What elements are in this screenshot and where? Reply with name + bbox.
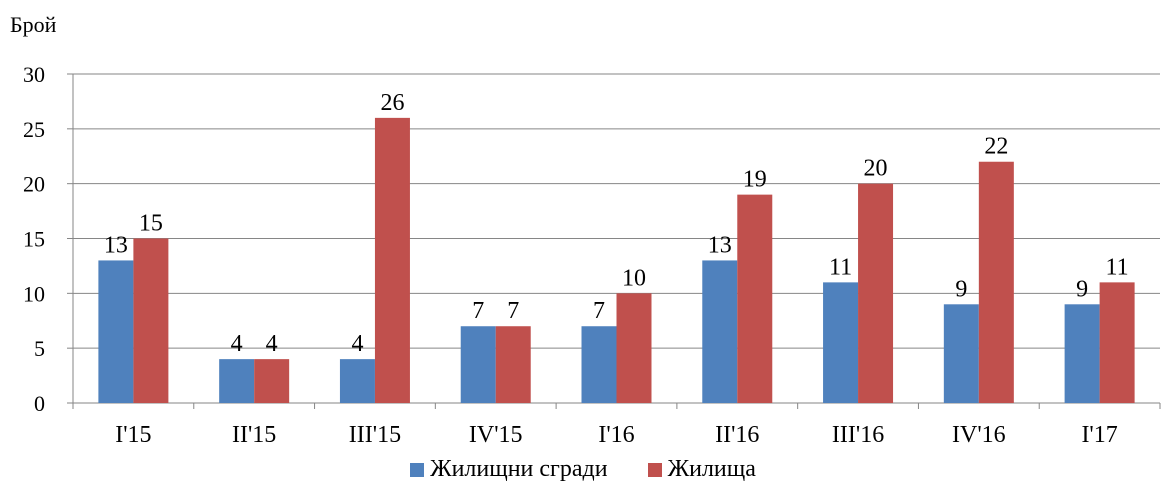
bar-series-0-2 [339, 359, 375, 403]
bar-series-1-5 [737, 194, 773, 403]
data-label-series-1-8: 11 [1106, 254, 1129, 280]
bar-series-1-3 [495, 326, 531, 403]
x-tick-label-3: IV'15 [469, 422, 523, 448]
y-tick-label-25: 25 [23, 117, 45, 142]
legend-item-series-1: Жилища [647, 456, 756, 483]
x-tick-label-1: II'15 [232, 422, 276, 448]
data-label-series-0-8: 9 [1076, 276, 1088, 302]
bar-series-1-1 [254, 359, 290, 403]
y-tick-label-5: 5 [34, 336, 45, 361]
bar-series-1-8 [1099, 282, 1135, 403]
y-tick-label-0: 0 [34, 391, 45, 416]
data-label-series-1-3: 7 [507, 298, 519, 324]
bar-series-0-0 [98, 260, 134, 403]
data-label-series-0-6: 11 [829, 254, 852, 280]
x-tick-label-5: II'16 [715, 422, 759, 448]
legend-swatch-series-0 [410, 462, 425, 477]
data-label-series-0-3: 7 [472, 298, 484, 324]
data-label-series-1-1: 4 [266, 331, 278, 357]
bar-series-1-2 [374, 117, 410, 403]
legend-label-series-0: Жилищни сгради [430, 456, 608, 482]
x-tick-label-4: I'16 [598, 422, 634, 448]
data-label-series-1-5: 19 [743, 167, 767, 193]
legend: Жилищни сгради Жилища [0, 456, 1166, 483]
legend-item-series-0: Жилищни сгради [410, 456, 608, 483]
bar-series-0-8 [1064, 304, 1100, 403]
y-axis-title: Брой [10, 12, 57, 37]
legend-swatch-series-1 [647, 462, 662, 477]
x-tick-label-2: III'15 [349, 422, 401, 448]
data-label-series-1-6: 20 [864, 156, 888, 182]
data-label-series-1-4: 10 [622, 265, 646, 291]
data-label-series-0-4: 7 [593, 298, 605, 324]
y-tick-label-10: 10 [23, 281, 45, 306]
data-label-series-1-0: 15 [139, 211, 163, 237]
data-label-series-0-1: 4 [231, 331, 243, 357]
bar-series-0-1 [219, 359, 255, 403]
legend-label-series-1: Жилища [667, 456, 756, 482]
bar-series-0-4 [581, 326, 617, 403]
bar-series-1-7 [978, 161, 1014, 403]
data-label-series-0-7: 9 [955, 276, 967, 302]
x-tick-label-6: III'16 [832, 422, 884, 448]
bar-series-1-6 [858, 183, 894, 403]
data-label-series-0-5: 13 [708, 232, 732, 258]
bar-series-0-3 [460, 326, 496, 403]
bar-series-0-6 [823, 282, 859, 403]
y-tick-label-30: 30 [23, 62, 45, 87]
data-label-series-1-7: 22 [984, 134, 1008, 160]
bar-series-1-4 [616, 293, 652, 403]
data-label-series-0-0: 13 [104, 232, 128, 258]
x-tick-label-0: I'15 [115, 422, 151, 448]
bar-series-0-5 [702, 260, 738, 403]
bar-series-1-0 [133, 238, 169, 403]
y-tick-label-15: 15 [23, 227, 45, 252]
data-label-series-0-2: 4 [351, 331, 363, 357]
x-tick-label-7: IV'16 [952, 422, 1006, 448]
data-label-series-1-2: 26 [380, 90, 404, 116]
bar-series-0-7 [943, 304, 979, 403]
y-tick-label-20: 20 [23, 172, 45, 197]
x-tick-label-8: I'17 [1081, 422, 1117, 448]
